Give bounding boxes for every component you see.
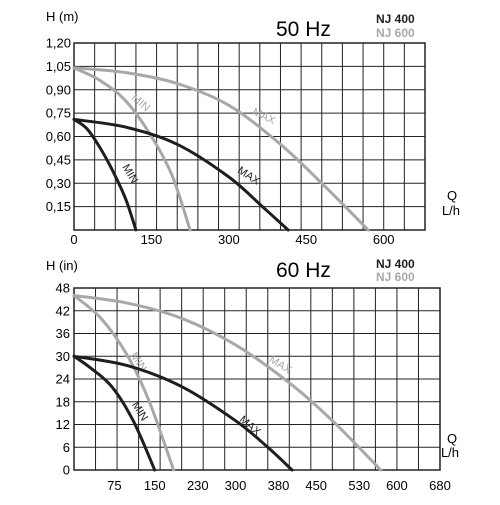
y-tick-label: 42	[56, 303, 70, 318]
x-axis-title: Q	[447, 188, 457, 203]
x-tick-label: 300	[225, 478, 247, 493]
curve-nj400-max	[72, 117, 290, 232]
curve-label-nj600-max: MAX	[267, 354, 294, 377]
curve-nj600-max	[72, 66, 370, 232]
x-tick-label: 450	[305, 478, 327, 493]
chart-panel-2: 0 6 12 18 24 30 36 42 48 75 150 230 300 380 450 530 600 6…	[46, 257, 459, 493]
plot-frame	[73, 42, 426, 231]
plot-frame	[73, 287, 441, 471]
y-tick-label: 18	[56, 394, 70, 409]
y-tick-label: 0,45	[46, 152, 71, 167]
y-tick-label: 48	[56, 281, 70, 296]
x-tick-label: 450	[295, 232, 317, 247]
x-axis-title: Q	[447, 431, 457, 446]
y-tick-label: 0,90	[46, 82, 71, 97]
y-tick-label: 0,30	[46, 176, 71, 191]
y-tick-label: 1,05	[46, 59, 71, 74]
x-tick-label: 680	[429, 478, 451, 493]
x-tick-label: 530	[348, 478, 370, 493]
frequency-label: 60 Hz	[276, 259, 331, 282]
curve-nj600-min	[72, 294, 176, 472]
model-label-nj400: NJ 400	[376, 257, 415, 271]
x-tick-label: 75	[107, 478, 121, 493]
model-label-nj600: NJ 600	[376, 270, 415, 284]
y-tick-label: 0,75	[46, 106, 71, 121]
x-axis-unit: L/h	[441, 445, 459, 460]
y-tick-label: 0	[63, 463, 70, 478]
curve-nj400-min	[72, 117, 138, 232]
y-tick-label: 0,15	[46, 199, 71, 214]
grid	[73, 287, 441, 471]
y-tick-label: 6	[63, 440, 70, 455]
y-tick-label: 36	[56, 326, 70, 341]
x-tick-label: 0	[70, 232, 77, 247]
model-label-nj400: NJ 400	[376, 12, 415, 26]
y-tick-label: 1,20	[46, 36, 71, 51]
x-tick-label: 300	[218, 232, 240, 247]
y-tick-label: 24	[56, 372, 70, 387]
x-tick-label: 600	[386, 478, 408, 493]
x-tick-label: 380	[268, 478, 290, 493]
curve-nj400-min	[72, 354, 157, 472]
curve-label-nj400-max: MAX	[237, 414, 263, 439]
y-axis-title: H (m)	[46, 9, 79, 24]
y-tick-label: 30	[56, 349, 70, 364]
x-tick-label: 150	[141, 232, 163, 247]
curve-nj400-max	[72, 354, 294, 472]
y-axis-title: H (in)	[46, 258, 78, 273]
x-axis-unit: L/h	[442, 203, 460, 218]
model-label-nj600: NJ 600	[376, 26, 415, 40]
x-tick-label: 150	[144, 478, 166, 493]
chart-panel-1: 0,15 0,30 0,45 0,60 0,75 0,90 1,05 1,20 0 150 300 4…	[46, 9, 460, 247]
y-tick-label: 0,60	[46, 129, 71, 144]
curve-label-nj400-min: MIN	[120, 162, 141, 186]
x-tick-label: 600	[373, 232, 395, 247]
x-tick-label: 230	[187, 478, 209, 493]
curve-nj600-max	[72, 294, 383, 472]
frequency-label: 50 Hz	[276, 18, 331, 41]
curve-nj600-min	[72, 66, 192, 232]
y-tick-label: 12	[56, 417, 70, 432]
